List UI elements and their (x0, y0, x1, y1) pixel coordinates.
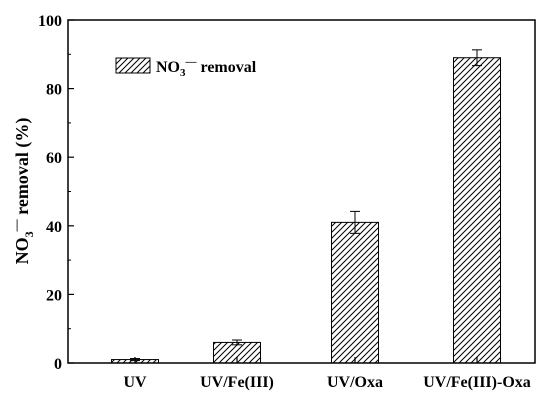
error-bars-layer (130, 49, 482, 362)
y-tick-label: 100 (38, 13, 62, 30)
legend: NO3— removal (115, 56, 257, 79)
bar-3 (453, 57, 501, 364)
x-tick-label: UV/Fe(III)-Oxa (423, 374, 531, 391)
y-tick-label: 80 (46, 82, 62, 99)
legend-label-rest: removal (197, 59, 257, 76)
legend-label-subscript: 3 (180, 67, 186, 79)
error-bar-3 (472, 49, 482, 67)
y-tick-label: 20 (46, 287, 62, 304)
bars-layer (111, 57, 501, 364)
x-tick-label: UV/Fe(III) (200, 374, 274, 391)
y-tick-label: 40 (46, 219, 62, 236)
y-tick-label: 0 (54, 356, 62, 373)
x-tick-label: UV/Oxa (327, 374, 383, 391)
legend-label: NO3— removal (156, 56, 257, 79)
y-axis-title: NO3— removal (%) (9, 118, 36, 265)
bar-2 (331, 221, 379, 364)
y-axis-ticks: 0 20 40 60 80 100 (38, 13, 74, 373)
y-axis-title-rest: removal (%) (12, 118, 33, 220)
y-axis-title-subscript: 3 (22, 231, 36, 237)
legend-label-superscript: — (185, 56, 198, 68)
x-axis-ticks: UV UV/Fe(III) UV/Oxa UV/Fe(III)-Oxa (123, 357, 531, 391)
legend-label-base: NO (156, 59, 180, 76)
error-bar-2 (350, 210, 360, 234)
y-axis-title-base: NO (12, 237, 32, 264)
error-bar-1 (232, 339, 242, 346)
y-axis-title-superscript: — (9, 218, 23, 232)
x-tick-label: UV (123, 374, 147, 391)
legend-swatch (115, 57, 151, 74)
y-tick-label: 60 (46, 150, 62, 167)
